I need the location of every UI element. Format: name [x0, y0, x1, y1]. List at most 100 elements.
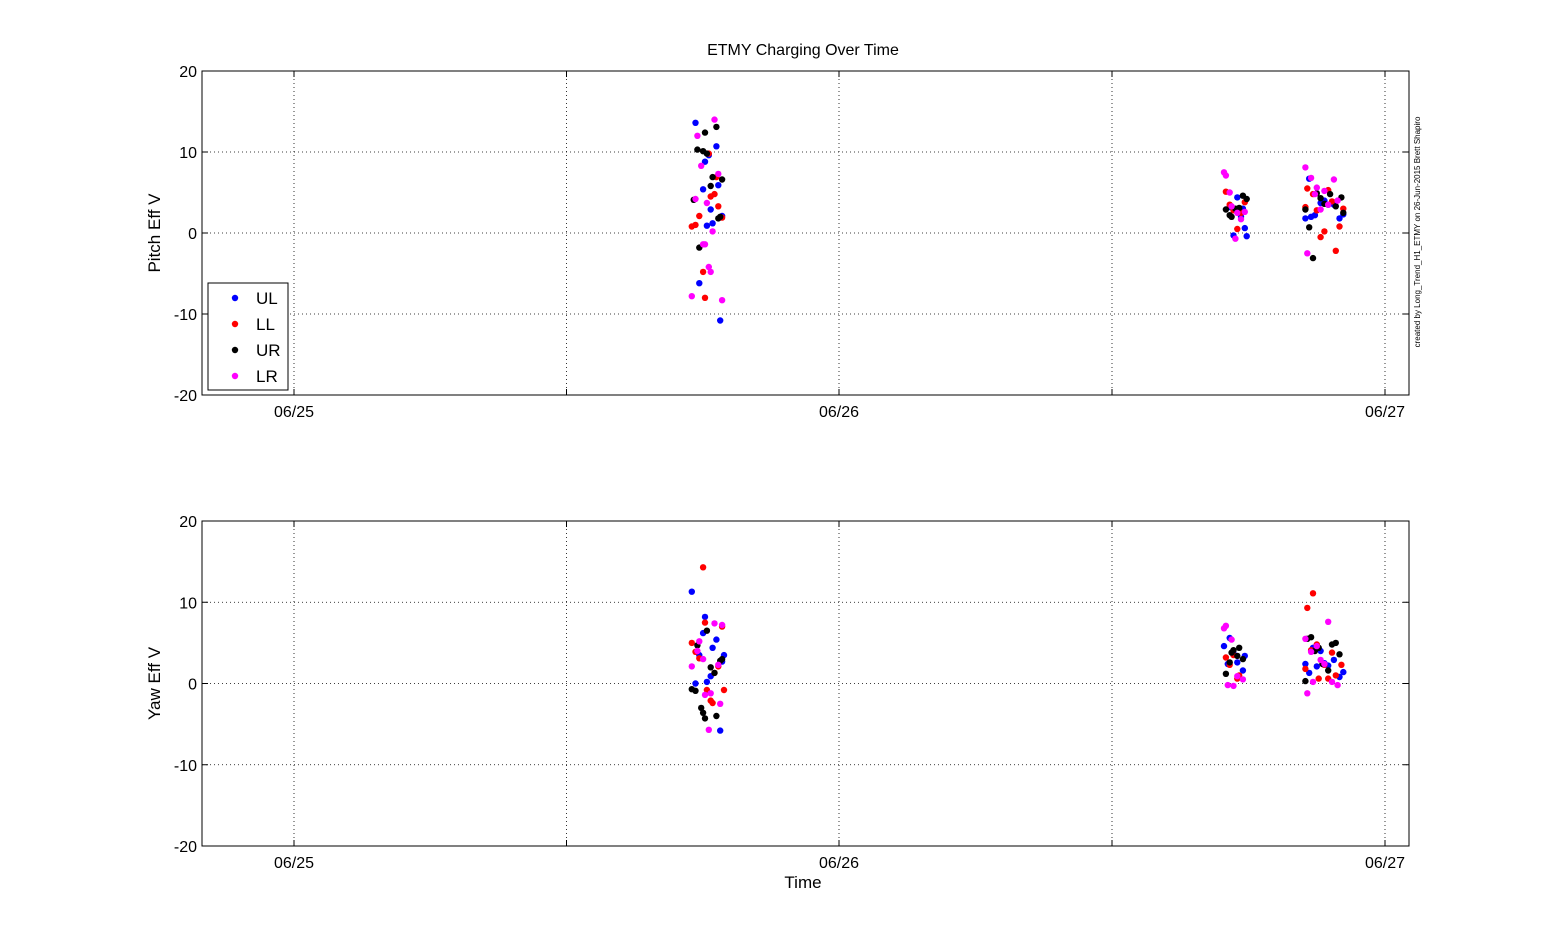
data-point-ur	[717, 213, 724, 220]
data-point-lr	[703, 199, 711, 207]
data-point-ur	[1307, 634, 1315, 641]
data-point-lr	[1304, 690, 1311, 697]
data-point-ll	[715, 203, 722, 210]
data-point-ul	[1234, 194, 1241, 201]
data-point-lr	[699, 655, 707, 663]
data-point-ul	[717, 727, 724, 734]
data-point-ur	[699, 709, 707, 716]
data-point-ul	[709, 644, 716, 651]
data-point-lr	[1304, 250, 1311, 257]
chart-title: ETMY Charging Over Time	[707, 42, 899, 59]
data-point-ur	[713, 123, 720, 131]
data-point-ul	[709, 220, 716, 227]
data-point-lr	[709, 228, 716, 235]
data-point-ll	[699, 564, 707, 571]
data-point-lr	[1317, 206, 1324, 213]
data-point-ul	[1241, 224, 1249, 232]
data-point-ur	[1222, 670, 1230, 677]
y-tick-label: -10	[174, 758, 197, 775]
series-ul	[688, 588, 1347, 734]
data-point-lr	[711, 116, 718, 123]
data-point-ul	[692, 680, 699, 687]
data-point-ur	[701, 129, 709, 136]
yaw-panel: -20 -10 0 10 20 06/25 06/26 06/27 Yaw Eff V Time	[145, 514, 1410, 892]
data-point-ll	[1332, 247, 1340, 254]
data-point-lr	[696, 638, 703, 645]
axes-box	[201, 70, 1410, 396]
credit-text: created by Long_Trend_H1_ETMY on 26-Jun-…	[1413, 116, 1422, 347]
data-point-ur	[1317, 195, 1324, 202]
data-point-ll	[1328, 649, 1336, 656]
data-point-ll	[1222, 654, 1230, 661]
data-point-ll	[701, 294, 709, 301]
data-point-lr	[692, 195, 699, 203]
data-point-lr	[1230, 682, 1237, 690]
x-tick-label: 06/27	[1365, 404, 1405, 421]
data-point-ll	[1321, 228, 1328, 235]
legend-marker-ll	[231, 320, 239, 328]
data-point-ur	[1336, 651, 1343, 658]
data-point-ul	[1311, 212, 1319, 219]
data-point-ur	[1302, 677, 1309, 685]
data-point-ur	[707, 664, 714, 671]
data-point-lr	[694, 647, 701, 655]
data-point-ur	[1332, 639, 1340, 647]
data-point-ul	[1340, 668, 1347, 676]
series-ul	[692, 119, 1347, 324]
data-point-ur	[1236, 644, 1243, 651]
data-point-ul	[717, 317, 724, 324]
series-ll	[688, 564, 1345, 707]
data-point-ur	[713, 712, 720, 720]
data-point-ur	[1325, 667, 1332, 674]
data-point-lr	[717, 700, 724, 707]
data-point-lr	[1325, 618, 1332, 625]
data-point-lr	[1317, 656, 1324, 664]
data-point-ll	[720, 686, 728, 694]
data-point-ur	[1306, 224, 1313, 231]
data-point-ur	[709, 173, 716, 181]
series-ur	[690, 123, 1347, 262]
series-ur	[688, 627, 1343, 722]
x-tick-label: 06/25	[274, 855, 314, 872]
data-point-ll	[1234, 225, 1241, 233]
data-point-lr	[1307, 648, 1315, 655]
data-point-lr	[705, 263, 712, 271]
data-point-ul	[707, 206, 714, 213]
data-point-lr	[1237, 216, 1245, 223]
data-point-ul	[1330, 656, 1338, 664]
data-point-ul	[703, 678, 711, 686]
x-axis-label: Time	[784, 873, 821, 892]
data-point-lr	[1321, 187, 1328, 195]
legend-label-ur: UR	[256, 341, 281, 360]
x-tick-label: 06/26	[819, 855, 859, 872]
data-point-ul	[701, 613, 709, 621]
data-point-lr	[1228, 636, 1235, 643]
data-point-ll	[699, 268, 707, 276]
data-point-ur	[1239, 655, 1247, 663]
data-point-ll	[692, 221, 699, 229]
legend-marker-ul	[231, 294, 239, 302]
y-tick-label: 20	[179, 64, 197, 81]
data-point-ll	[1304, 604, 1311, 612]
data-point-ul	[701, 158, 709, 165]
data-point-ll	[701, 619, 709, 626]
data-point-ur	[1326, 190, 1334, 198]
data-point-lr	[694, 132, 701, 139]
x-tick-label: 06/27	[1365, 855, 1405, 872]
data-point-ur	[703, 627, 711, 634]
data-point-ll	[1317, 233, 1324, 241]
data-point-ul	[703, 222, 711, 229]
data-point-lr	[1328, 678, 1336, 686]
data-point-ll	[696, 212, 703, 220]
data-point-lr	[711, 620, 718, 627]
data-point-ul	[1313, 663, 1321, 670]
data-point-ul	[699, 186, 707, 193]
data-point-ur	[1222, 206, 1230, 213]
data-point-ur	[707, 182, 714, 190]
data-point-ll	[1304, 185, 1311, 192]
data-point-ur	[1309, 254, 1317, 262]
data-point-lr	[1224, 681, 1232, 689]
data-point-ll	[1332, 672, 1340, 679]
data-point-lr	[705, 726, 712, 733]
